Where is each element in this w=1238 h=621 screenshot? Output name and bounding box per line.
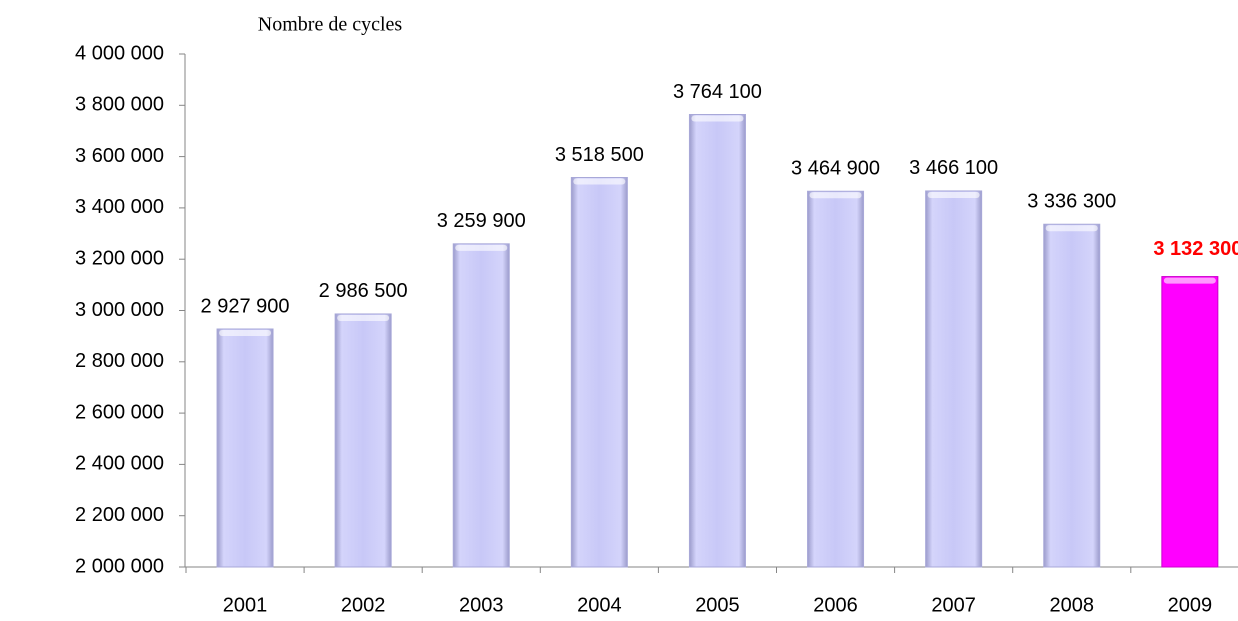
bar-cap xyxy=(219,329,272,336)
bar xyxy=(1043,223,1101,568)
bar xyxy=(570,177,628,568)
bar xyxy=(334,313,392,568)
bar xyxy=(807,190,865,568)
x-tick-label: 2007 xyxy=(931,594,976,616)
x-tick-label: 2008 xyxy=(1050,594,1095,616)
bar-cap xyxy=(1163,277,1216,284)
bar-cap xyxy=(455,244,508,251)
y-tick-label: 2 000 000 xyxy=(75,555,164,577)
y-tick-label: 2 400 000 xyxy=(75,453,164,475)
bar-cap xyxy=(337,314,390,321)
bar xyxy=(688,114,746,568)
data-label: 3 518 500 xyxy=(555,144,644,166)
data-label: 3 764 100 xyxy=(673,81,762,103)
x-tick-label: 2001 xyxy=(223,594,268,616)
data-label: 3 464 900 xyxy=(791,158,880,180)
bar xyxy=(1161,276,1219,568)
y-tick-label: 3 600 000 xyxy=(75,145,164,167)
y-tick-label: 3 800 000 xyxy=(75,94,164,116)
y-tick-label: 3 000 000 xyxy=(75,299,164,321)
bar xyxy=(216,328,274,568)
y-axis-title: Nombre de cycles xyxy=(258,14,403,36)
y-tick-label: 3 200 000 xyxy=(75,247,164,269)
bar-cap xyxy=(573,178,626,185)
bar-cap xyxy=(691,115,744,122)
y-tick-label: 2 800 000 xyxy=(75,350,164,372)
y-tick-label: 2 200 000 xyxy=(75,504,164,526)
bar-cap xyxy=(809,192,862,199)
x-tick-label: 2005 xyxy=(695,594,740,616)
x-tick-label: 2006 xyxy=(813,594,858,616)
x-tick-label: 2002 xyxy=(341,594,386,616)
data-label: 2 927 900 xyxy=(201,295,290,317)
data-label: 3 466 100 xyxy=(909,157,998,179)
data-label: 3 132 300 xyxy=(1153,238,1238,260)
data-label: 3 259 900 xyxy=(437,210,526,232)
bar-cap xyxy=(1045,225,1098,232)
x-tick-label: 2004 xyxy=(577,594,622,616)
data-label: 2 986 500 xyxy=(319,280,408,302)
y-tick-label: 4 000 000 xyxy=(75,42,164,64)
y-tick-label: 2 600 000 xyxy=(75,401,164,423)
data-label: 3 336 300 xyxy=(1027,191,1116,213)
bar xyxy=(925,190,983,568)
y-tick-label: 3 400 000 xyxy=(75,196,164,218)
x-tick-label: 2003 xyxy=(459,594,504,616)
bar xyxy=(452,243,510,568)
bar-cap xyxy=(927,191,980,198)
x-tick-label: 2009 xyxy=(1168,594,1213,616)
